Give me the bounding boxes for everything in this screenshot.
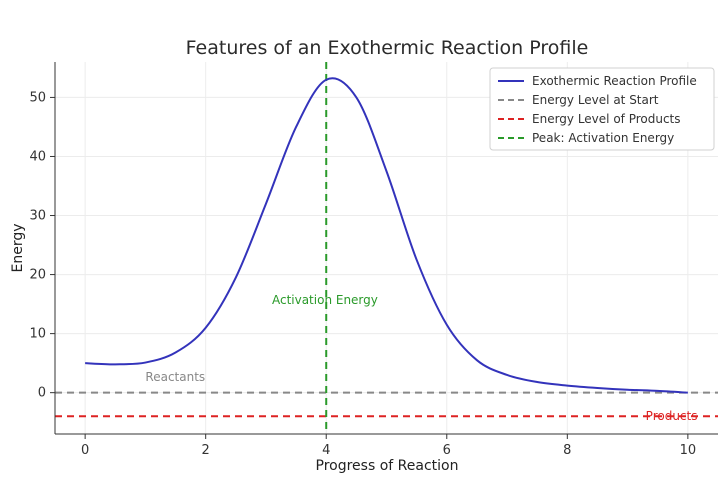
x-tick-label: 8 xyxy=(563,443,571,458)
y-tick-label: 40 xyxy=(29,149,46,164)
legend-entry: Exothermic Reaction Profile xyxy=(532,74,697,88)
annotation-activation-energy: Activation Energy xyxy=(272,293,378,307)
y-tick-label: 10 xyxy=(29,327,46,342)
y-tick-label: 0 xyxy=(38,386,46,401)
legend: Exothermic Reaction Profile Energy Level … xyxy=(489,67,715,151)
annotation-reactants: Reactants xyxy=(145,370,205,384)
ticks: 0 2 4 6 8 10 0 10 20 30 40 50 xyxy=(29,90,696,458)
legend-entry: Energy Level at Start xyxy=(532,93,659,107)
y-tick-label: 50 xyxy=(29,90,46,105)
x-tick-label: 6 xyxy=(443,443,451,458)
chart-title: Features of an Exothermic Reaction Profi… xyxy=(186,37,589,59)
y-tick-label: 20 xyxy=(29,268,46,283)
y-axis-label: Energy xyxy=(10,223,26,272)
legend-entry: Peak: Activation Energy xyxy=(532,131,674,145)
legend-entry: Energy Level of Products xyxy=(532,112,681,126)
x-axis-label: Progress of Reaction xyxy=(316,458,459,474)
exothermic-curve xyxy=(85,77,688,394)
y-tick-label: 30 xyxy=(29,209,46,224)
legend-box xyxy=(489,67,715,151)
x-tick-label: 2 xyxy=(202,443,210,458)
annotations: Reactants Activation Energy Products xyxy=(145,293,697,423)
x-tick-label: 4 xyxy=(322,443,330,458)
x-tick-label: 10 xyxy=(680,443,697,458)
series xyxy=(85,77,688,394)
annotation-products: Products xyxy=(646,409,698,423)
reference-lines xyxy=(55,62,718,434)
axes xyxy=(54,62,718,435)
x-tick-label: 0 xyxy=(81,443,89,458)
